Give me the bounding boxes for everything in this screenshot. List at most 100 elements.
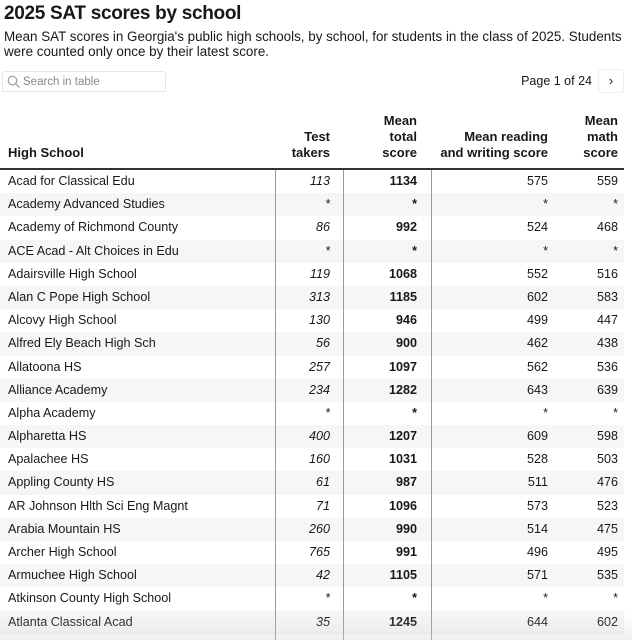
table-row: Alpharetta HS 400 1207 609 598 <box>0 425 624 449</box>
mean-math-score-cell: 536 <box>596 359 618 374</box>
mean-total-score-cell: 1097 <box>388 359 417 374</box>
mean-total-score-cell: 900 <box>395 336 417 351</box>
test-takers-cell: 160 <box>308 452 330 467</box>
column-divider <box>431 170 432 640</box>
test-takers-cell: * <box>325 243 330 258</box>
search-icon <box>7 75 20 88</box>
mean-reading-writing-score-cell: 573 <box>526 498 548 513</box>
column-divider <box>275 170 276 640</box>
test-takers-cell: 257 <box>308 359 330 374</box>
column-divider <box>343 170 344 640</box>
mean-reading-writing-score-cell: 575 <box>526 174 548 188</box>
column-header-mean-reading-writing[interactable]: Mean reading and writing score <box>440 129 548 160</box>
test-takers-cell: 400 <box>308 429 330 444</box>
table-row: Apalachee HS 160 1031 528 503 <box>0 448 624 471</box>
school-name-cell: Academy Advanced Studies <box>8 197 165 212</box>
school-name-cell: Apalachee HS <box>8 452 89 467</box>
table-row: Academy Advanced Studies * * * * <box>0 193 624 217</box>
next-page-button[interactable]: › <box>598 69 624 93</box>
mean-math-score-cell: * <box>613 243 618 258</box>
table-row: Adairsville High School 119 1068 552 516 <box>0 263 624 286</box>
table-row: Appling County HS 61 987 511 476 <box>0 471 624 495</box>
mean-math-score-cell: 438 <box>596 336 618 351</box>
mean-math-score-cell: * <box>613 405 618 420</box>
table-row: Acad for Classical Edu 113 1134 575 559 <box>0 170 624 193</box>
school-name-cell: AR Johnson Hlth Sci Eng Magnt <box>8 498 188 513</box>
table-header: High School Test takers Mean total score… <box>0 110 624 170</box>
mean-reading-writing-score-cell: 562 <box>526 359 548 374</box>
school-name-cell: Atkinson County High School <box>8 591 172 606</box>
mean-math-score-cell: 602 <box>596 614 618 629</box>
mean-math-score-cell: 516 <box>596 266 618 281</box>
mean-total-score-cell: * <box>412 197 417 212</box>
school-name-cell: Alan C Pope High School <box>8 289 151 304</box>
test-takers-cell: 130 <box>308 313 330 328</box>
table-body: Acad for Classical Edu 113 1134 575 559 Acade… <box>0 170 624 634</box>
mean-total-score-cell: 1134 <box>389 174 417 188</box>
mean-math-score-cell: 476 <box>596 475 618 490</box>
mean-total-score-cell: 1105 <box>389 568 417 583</box>
mean-total-score-cell: 991 <box>395 545 417 559</box>
school-name-cell: Alpharetta HS <box>8 429 87 444</box>
mean-math-score-cell: 495 <box>596 545 618 559</box>
search-box[interactable] <box>2 71 166 92</box>
mean-reading-writing-score-cell: 524 <box>526 220 548 235</box>
mean-math-score-cell: 503 <box>596 452 618 467</box>
school-name-cell: ACE Acad - Alt Choices in Edu <box>8 243 179 258</box>
school-name-cell: Alcovy High School <box>8 313 117 328</box>
school-name-cell: Archer High School <box>8 545 117 559</box>
table-row: Alcovy High School 130 946 499 447 <box>0 309 624 332</box>
mean-reading-writing-score-cell: 462 <box>526 336 548 351</box>
mean-math-score-cell: 468 <box>596 220 618 235</box>
mean-math-score-cell: 535 <box>596 568 618 583</box>
mean-reading-writing-score-cell: 644 <box>526 614 548 629</box>
school-name-cell: Alfred Ely Beach High Sch <box>8 336 156 351</box>
table-row: Armuchee High School 42 1105 571 535 <box>0 564 624 588</box>
table-row: Atlanta Classical Acad 35 1245 644 602 <box>0 610 624 634</box>
school-name-cell: Atlanta Classical Acad <box>8 614 133 629</box>
mean-reading-writing-score-cell: * <box>543 243 548 258</box>
mean-reading-writing-score-cell: 552 <box>526 266 548 281</box>
mean-total-score-cell: 987 <box>395 475 417 490</box>
mean-reading-writing-score-cell: 609 <box>526 429 548 444</box>
mean-reading-writing-score-cell: 511 <box>527 475 548 490</box>
chart-description: Mean SAT scores in Georgia's public high… <box>4 29 622 59</box>
school-name-cell: Armuchee High School <box>8 568 137 583</box>
school-name-cell: Academy of Richmond County <box>8 220 179 235</box>
table-row: Alpha Academy * * * * <box>0 402 624 425</box>
mean-reading-writing-score-cell: * <box>543 591 548 606</box>
mean-math-score-cell: 598 <box>596 429 618 444</box>
table-row: Alfred Ely Beach High Sch 56 900 462 438 <box>0 332 624 356</box>
mean-total-score-cell: 1185 <box>389 289 417 304</box>
column-header-test-takers[interactable]: Test takers <box>291 129 330 160</box>
school-name-cell: Appling County HS <box>8 475 115 490</box>
mean-math-score-cell: * <box>613 591 618 606</box>
mean-math-score-cell: * <box>613 197 618 212</box>
column-header-school[interactable]: High School <box>8 145 84 160</box>
test-takers-cell: * <box>325 197 330 212</box>
test-takers-cell: 260 <box>308 521 330 536</box>
table-row: Academy of Richmond County 86 992 524 468 <box>0 216 624 239</box>
mean-total-score-cell: 990 <box>395 521 417 536</box>
mean-total-score-cell: * <box>412 243 417 258</box>
mean-reading-writing-score-cell: 643 <box>526 382 548 397</box>
mean-total-score-cell: 1282 <box>388 382 417 397</box>
test-takers-cell: 86 <box>315 220 330 235</box>
mean-total-score-cell: 1245 <box>388 614 417 629</box>
mean-total-score-cell: * <box>412 405 417 420</box>
school-name-cell: Acad for Classical Edu <box>8 174 135 188</box>
table-row: Archer High School 765 991 496 495 <box>0 541 624 564</box>
mean-math-score-cell: 447 <box>596 313 618 328</box>
mean-math-score-cell: 639 <box>596 382 618 397</box>
test-takers-cell: * <box>325 405 330 420</box>
chart-title: 2025 SAT scores by school <box>4 3 242 24</box>
search-input[interactable] <box>23 73 163 90</box>
mean-reading-writing-score-cell: 496 <box>526 545 548 559</box>
mean-total-score-cell: * <box>412 591 417 606</box>
column-header-mean-math[interactable]: Mean math score <box>583 113 618 160</box>
mean-reading-writing-score-cell: 571 <box>526 568 548 583</box>
mean-math-score-cell: 559 <box>596 174 618 188</box>
mean-reading-writing-score-cell: 514 <box>526 521 548 536</box>
mean-reading-writing-score-cell: 499 <box>526 313 548 328</box>
column-header-mean-total[interactable]: Mean total score <box>382 113 417 160</box>
